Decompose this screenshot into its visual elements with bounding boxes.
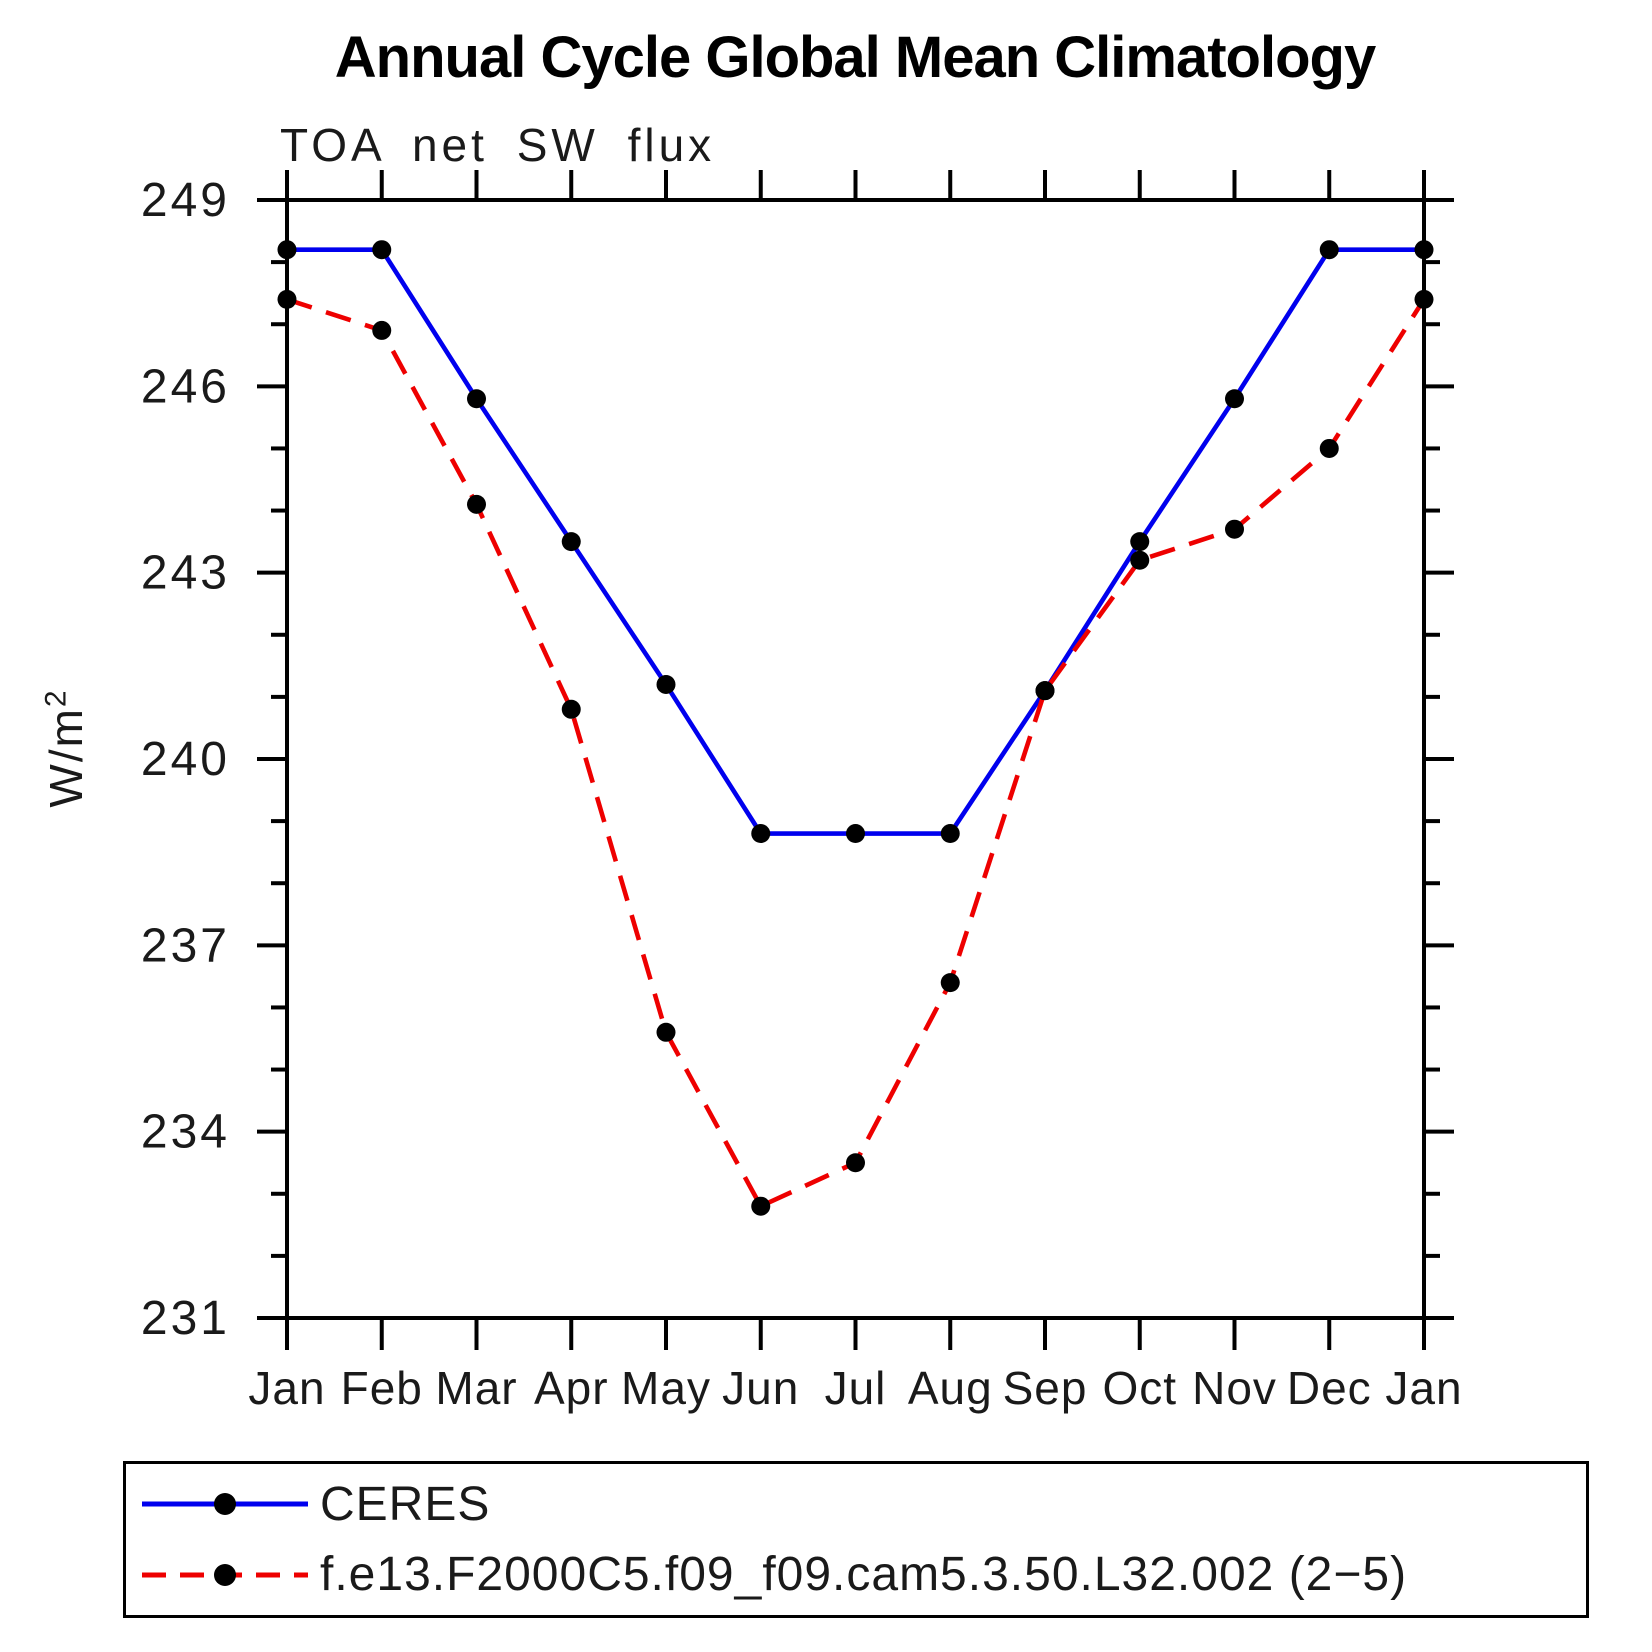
x-tick-label: Nov	[1192, 1362, 1277, 1414]
data-point-model	[1035, 681, 1055, 701]
data-point-ceres	[940, 824, 960, 844]
data-point-ceres	[561, 532, 581, 552]
data-point-ceres	[1414, 240, 1434, 260]
x-tick-label: May	[621, 1362, 711, 1414]
legend-swatch-model-line-icon	[142, 1563, 308, 1586]
x-tick-label: Feb	[341, 1362, 423, 1414]
y-tick-label: 249	[141, 174, 230, 227]
legend-box: CERES f.e13.F2000C5.f09_f09.cam5.3.50.L3…	[123, 1461, 1589, 1618]
data-point-ceres	[846, 824, 865, 844]
chart-subtitle: TOA net SW flux	[280, 119, 716, 171]
data-point-model	[846, 1153, 865, 1173]
y-tick-label: 240	[141, 733, 230, 786]
legend-item-model: f.e13.F2000C5.f09_f09.cam5.3.50.L32.002 …	[136, 1543, 1586, 1607]
y-tick-label: 246	[141, 360, 230, 413]
legend-item-ceres: CERES	[136, 1472, 1586, 1536]
legend-label-model: f.e13.F2000C5.f09_f09.cam5.3.50.L32.002 …	[320, 1548, 1408, 1602]
data-point-model	[1414, 289, 1434, 309]
x-tick-label: Jan	[1385, 1362, 1462, 1414]
data-point-ceres	[751, 824, 771, 844]
data-point-ceres	[467, 389, 486, 409]
x-tick-label: Oct	[1102, 1362, 1177, 1414]
series-line-ceres	[287, 247, 1424, 836]
data-point-model	[1130, 550, 1150, 570]
y-tick-label: 234	[141, 1106, 230, 1159]
legend-marker-dot	[214, 1563, 236, 1586]
series-line-model	[286, 297, 1426, 1210]
data-point-model	[467, 494, 486, 514]
data-point-ceres	[277, 240, 297, 260]
data-point-ceres	[1319, 240, 1339, 260]
data-point-model	[277, 289, 297, 309]
data-point-ceres	[1225, 389, 1244, 409]
x-tick-label: Mar	[435, 1362, 517, 1414]
x-tick-label: Dec	[1287, 1362, 1372, 1414]
chart-title: Annual Cycle Global Mean Climatology	[334, 25, 1376, 90]
x-tick-label: Jul	[825, 1362, 887, 1414]
data-point-model	[1319, 438, 1339, 458]
legend-swatch-ceres-line-icon	[142, 1493, 308, 1516]
y-tick-label: 237	[141, 919, 230, 972]
data-point-model	[561, 699, 581, 719]
x-tick-label: Jun	[722, 1362, 799, 1414]
x-tick-label: Sep	[1003, 1362, 1088, 1414]
y-tick-label: 231	[141, 1292, 230, 1345]
x-tick-label: Apr	[534, 1362, 609, 1414]
x-tick-label: Jan	[248, 1362, 325, 1414]
legend-label-ceres: CERES	[320, 1477, 491, 1531]
legend-marker-dot	[214, 1493, 236, 1516]
x-tick-label: Aug	[908, 1362, 993, 1414]
data-point-model	[372, 320, 392, 340]
y-tick-label: 243	[141, 547, 230, 600]
data-point-ceres	[1130, 532, 1150, 552]
data-point-ceres	[372, 240, 392, 260]
data-point-model	[940, 973, 960, 993]
data-point-model	[656, 1022, 676, 1042]
data-point-model	[751, 1196, 771, 1216]
data-point-model	[1225, 519, 1244, 539]
data-point-ceres	[656, 674, 676, 694]
